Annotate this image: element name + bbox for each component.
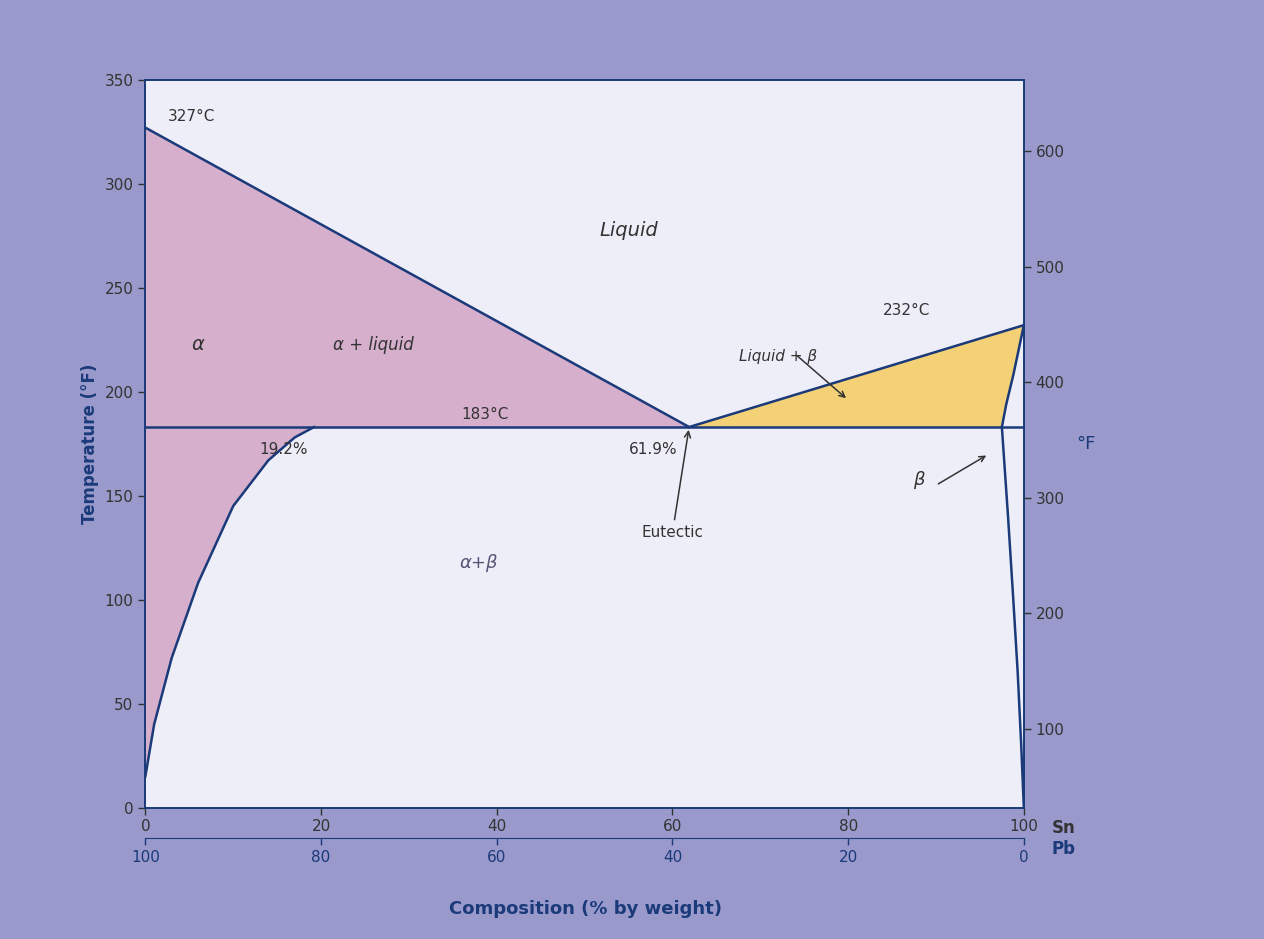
Text: Sn: Sn xyxy=(1052,819,1076,838)
Text: Eutectic: Eutectic xyxy=(641,432,704,540)
Text: Pb: Pb xyxy=(1052,839,1076,858)
Text: Composition (% by weight): Composition (% by weight) xyxy=(449,901,722,918)
Polygon shape xyxy=(145,128,689,777)
Text: α: α xyxy=(192,335,205,354)
Text: Liquid + β: Liquid + β xyxy=(738,348,817,363)
Text: 327°C: 327°C xyxy=(167,110,215,124)
Y-axis label: Temperature (°F): Temperature (°F) xyxy=(81,363,99,524)
Text: 183°C: 183°C xyxy=(461,407,509,422)
Text: 19.2%: 19.2% xyxy=(259,442,308,457)
Text: 232°C: 232°C xyxy=(884,302,930,317)
Text: 61.9%: 61.9% xyxy=(628,442,678,457)
Polygon shape xyxy=(689,325,1024,427)
Text: α+β: α+β xyxy=(460,554,498,573)
Text: β: β xyxy=(913,471,924,489)
Y-axis label: °F: °F xyxy=(1076,435,1095,453)
Text: Liquid: Liquid xyxy=(599,221,657,239)
Text: α + liquid: α + liquid xyxy=(334,336,415,354)
